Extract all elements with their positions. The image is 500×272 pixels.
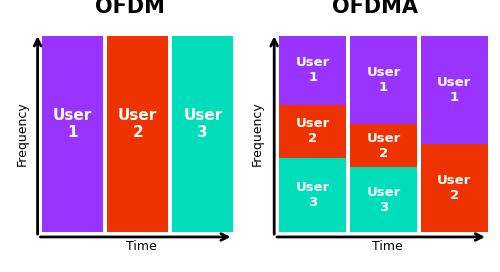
Text: User
1: User 1 — [296, 56, 330, 84]
Bar — [279, 157, 346, 232]
Text: Frequency: Frequency — [251, 102, 264, 166]
Text: User
3: User 3 — [183, 108, 222, 140]
Text: User
2: User 2 — [296, 117, 330, 145]
Bar — [107, 36, 168, 232]
Text: User
2: User 2 — [437, 174, 472, 202]
Bar — [420, 36, 488, 144]
Bar — [350, 168, 417, 232]
Bar — [279, 104, 346, 157]
Bar — [279, 36, 346, 104]
Bar — [420, 144, 488, 232]
Text: Time: Time — [126, 240, 156, 253]
Text: Time: Time — [372, 240, 402, 253]
Text: User
1: User 1 — [366, 66, 400, 94]
Text: User
2: User 2 — [118, 108, 158, 140]
Text: User
1: User 1 — [53, 108, 92, 140]
Text: OFDMA: OFDMA — [332, 0, 418, 17]
Bar — [350, 124, 417, 168]
Bar — [42, 36, 103, 232]
Text: Frequency: Frequency — [16, 102, 28, 166]
Text: OFDM: OFDM — [95, 0, 165, 17]
Text: User
3: User 3 — [366, 186, 400, 214]
Text: User
3: User 3 — [296, 181, 330, 209]
Text: User
2: User 2 — [366, 132, 400, 160]
Text: User
1: User 1 — [437, 76, 472, 104]
Bar — [350, 36, 417, 124]
Bar — [172, 36, 234, 232]
